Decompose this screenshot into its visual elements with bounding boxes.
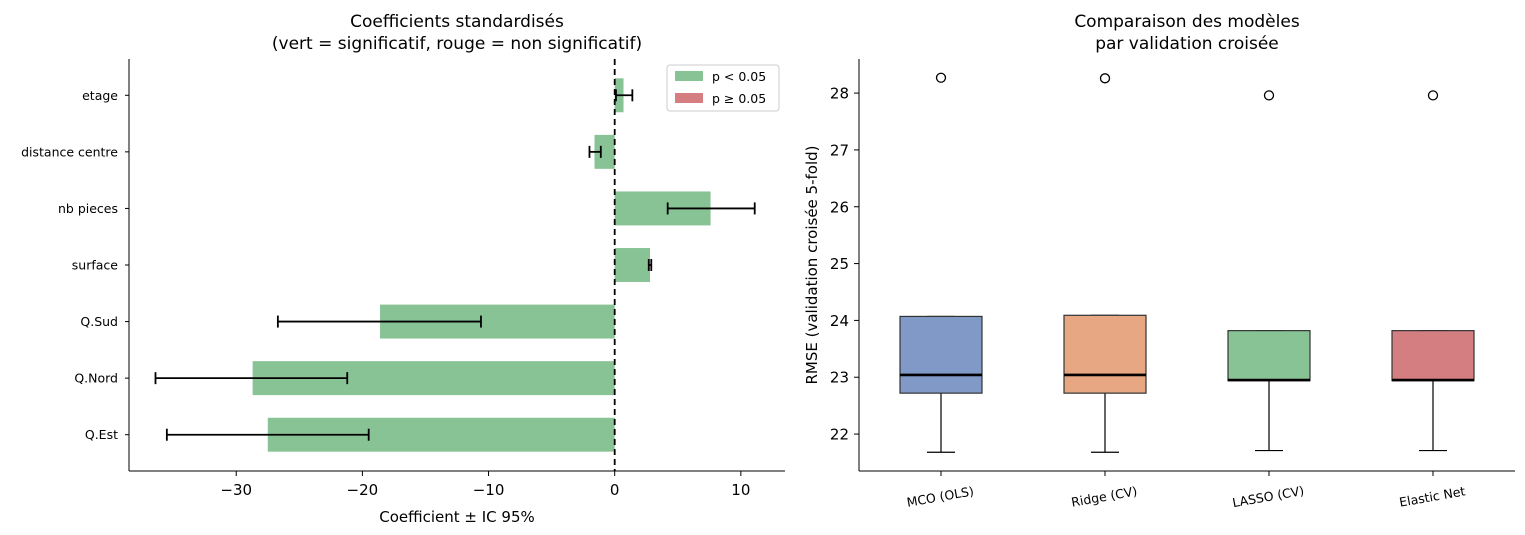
chart-title-line: Comparaison des modèles bbox=[1074, 12, 1300, 32]
outlier-point bbox=[935, 72, 947, 83]
coefficient-chart: Coefficients standardisés(vert = signifi… bbox=[21, 12, 785, 526]
box-elastic-net bbox=[1391, 90, 1475, 452]
y-tick-label: distance centre bbox=[21, 144, 118, 159]
y-tick-label: 23 bbox=[830, 369, 849, 387]
outlier-point bbox=[1099, 73, 1111, 84]
y-tick-label: Q.Est bbox=[85, 427, 118, 442]
y-tick-label: 26 bbox=[830, 198, 849, 216]
box-iqr bbox=[1391, 330, 1475, 382]
box-iqr bbox=[899, 315, 983, 394]
x-tick-label: MCO (OLS) bbox=[906, 483, 975, 510]
y-tick-label: 27 bbox=[830, 141, 849, 159]
chart-title-line: (vert = significatif, rouge = non signif… bbox=[272, 34, 642, 54]
y-tick-label: 22 bbox=[830, 426, 849, 444]
outlier-point bbox=[1263, 90, 1275, 101]
y-tick-label: Q.Nord bbox=[74, 371, 118, 386]
box-mco-ols- bbox=[899, 72, 983, 453]
box-lasso-cv- bbox=[1227, 90, 1311, 452]
outlier-point bbox=[1427, 90, 1439, 101]
legend-swatch bbox=[675, 93, 703, 103]
y-tick-label: Q.Sud bbox=[80, 314, 118, 329]
y-axis-label: RMSE (validation croisée 5-fold) bbox=[803, 145, 821, 384]
x-tick-label: LASSO (CV) bbox=[1231, 483, 1305, 510]
x-tick-label: Elastic Net bbox=[1398, 483, 1466, 509]
y-tick-label: nb pieces bbox=[58, 201, 118, 216]
y-tick-label: etage bbox=[82, 88, 118, 103]
y-tick-label: 25 bbox=[830, 255, 849, 273]
box-iqr bbox=[1227, 330, 1311, 382]
x-tick-label: −10 bbox=[473, 481, 505, 499]
legend-label: p < 0.05 bbox=[712, 69, 766, 84]
box-ridge-cv- bbox=[1063, 73, 1147, 453]
legend-swatch bbox=[675, 71, 703, 81]
chart-title-line: Coefficients standardisés bbox=[350, 12, 564, 32]
y-tick-label: 28 bbox=[830, 85, 849, 103]
bar-distance-centre bbox=[594, 134, 615, 169]
x-tick-label: −20 bbox=[347, 481, 379, 499]
x-tick-label: Ridge (CV) bbox=[1070, 483, 1138, 509]
box-iqr bbox=[1063, 314, 1147, 394]
x-axis-label: Coefficient ± IC 95% bbox=[379, 508, 535, 526]
chart-title-line: par validation croisée bbox=[1095, 34, 1279, 54]
x-tick-label: −30 bbox=[220, 481, 252, 499]
legend-label: p ≥ 0.05 bbox=[712, 91, 766, 106]
bar-surface bbox=[614, 248, 651, 282]
legend: p < 0.05 p ≥ 0.05 bbox=[666, 64, 780, 112]
y-tick-label: surface bbox=[72, 258, 119, 273]
y-tick-label: 24 bbox=[830, 312, 849, 330]
x-tick-label: 0 bbox=[610, 481, 620, 499]
x-tick-label: 10 bbox=[731, 481, 750, 499]
